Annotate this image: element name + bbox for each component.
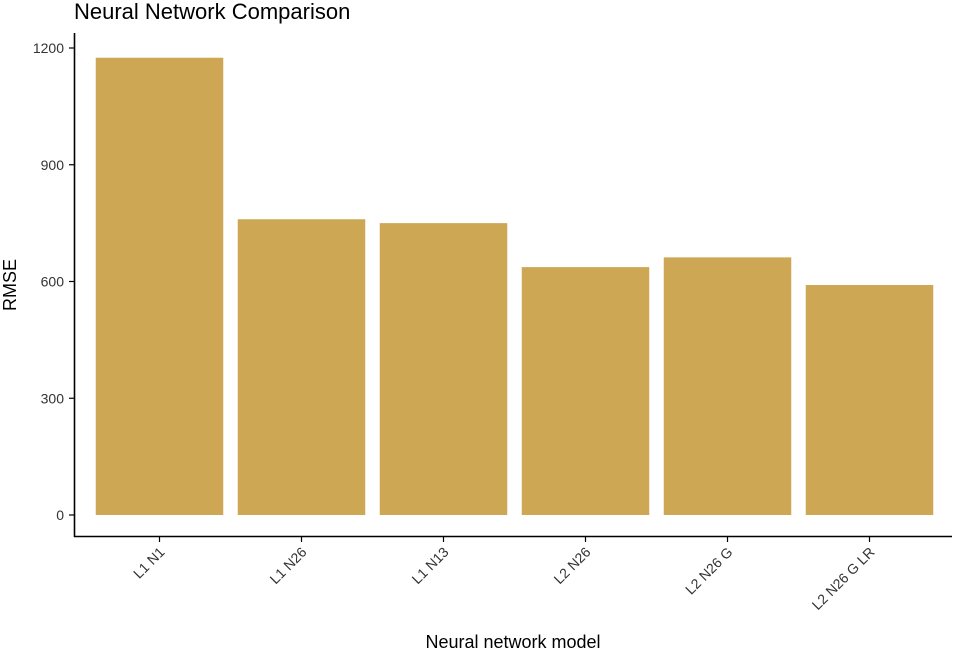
x-axis-ticks: L1 N1 L1 N26 L1 N13 L2 N26 L2 N26 G L2 N26 G … <box>130 537 878 613</box>
chart-title: Neural Network Comparison <box>74 0 350 24</box>
bar <box>521 267 650 515</box>
y-tick-label: 900 <box>41 157 65 173</box>
y-tick-label: 0 <box>56 507 64 523</box>
bar <box>237 219 366 515</box>
x-tick-label: L2 N26 G LR <box>809 544 878 613</box>
bar <box>663 257 792 515</box>
bar <box>379 223 508 515</box>
x-axis-title: Neural network model <box>425 632 600 650</box>
x-tick-label: L2 N26 G <box>682 544 736 598</box>
y-tick-label: 600 <box>41 274 65 290</box>
bar <box>805 285 934 515</box>
x-tick-label: L1 N26 <box>266 544 309 587</box>
x-tick-label: L1 N1 <box>130 544 168 582</box>
x-tick-label: L1 N13 <box>408 544 451 587</box>
y-tick-label: 1200 <box>33 40 64 56</box>
y-tick-label: 300 <box>41 390 65 406</box>
bars <box>95 57 934 516</box>
y-axis-ticks: 0 300 600 900 1200 <box>33 40 74 523</box>
bar <box>95 57 224 516</box>
x-tick-label: L2 N26 <box>550 544 593 587</box>
y-axis-title: RMSE <box>0 259 20 311</box>
